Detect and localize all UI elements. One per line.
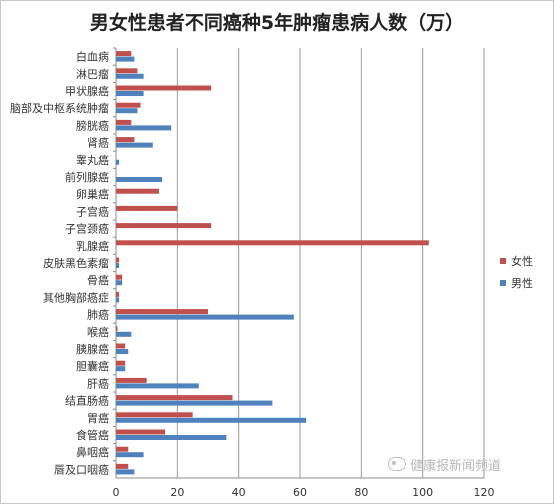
bar-female (116, 309, 208, 315)
bar-female (116, 429, 166, 435)
category-label: 食管癌 (76, 428, 109, 442)
category-label: 皮肤黑色素瘤 (43, 256, 109, 270)
bar-male (116, 469, 135, 475)
category-label: 子宫颈癌 (65, 222, 109, 236)
bar-female (116, 188, 159, 194)
bar-female (116, 291, 120, 297)
bar-female (116, 119, 132, 125)
bar-male (116, 159, 120, 165)
x-tick-label: 0 (113, 486, 120, 499)
category-label: 肺癌 (87, 308, 109, 322)
category-label: 乳腺癌 (76, 239, 109, 253)
bar-male (116, 383, 199, 389)
bar-male (116, 108, 138, 114)
category-label: 白血病 (76, 50, 109, 64)
category-label: 子宫癌 (76, 204, 109, 218)
bar-female (116, 326, 118, 332)
category-label: 唇及口咽癌 (54, 462, 109, 476)
bar-male (116, 142, 153, 148)
category-label: 淋巴瘤 (76, 67, 109, 81)
bar-female (116, 102, 141, 108)
bar-female (116, 343, 126, 349)
bar-female (116, 137, 135, 143)
bar-female (116, 240, 429, 246)
category-label: 肾癌 (87, 136, 109, 150)
watermark-text: 健康报新闻频道 (410, 458, 502, 474)
legend-swatch (500, 258, 506, 264)
category-label: 胆囊癌 (76, 359, 109, 373)
bar-male (116, 297, 120, 303)
legend-label: 男性 (511, 276, 533, 290)
bar-male (116, 91, 144, 96)
legend-label: 女性 (511, 254, 533, 268)
bar-female (116, 395, 233, 401)
category-label: 结直肠癌 (65, 394, 109, 408)
bar-male (116, 280, 123, 286)
bar-female (116, 274, 123, 280)
x-tick-label: 60 (293, 486, 307, 499)
bar-female (116, 51, 132, 57)
watermark: 健康报新闻频道 (388, 452, 548, 476)
x-tick-label: 120 (474, 486, 495, 499)
bar-female (116, 223, 212, 229)
category-label: 喉癌 (87, 325, 109, 339)
bar-male (116, 435, 227, 440)
x-tick-label: 80 (354, 486, 368, 499)
category-label: 前列腺癌 (65, 170, 109, 184)
bar-female (116, 68, 138, 74)
bar-female (116, 446, 129, 452)
category-label: 脑部及中枢系统肿瘤 (10, 101, 109, 115)
x-tick-label: 20 (170, 486, 184, 499)
bar-male (116, 125, 172, 131)
bar-male (116, 452, 144, 458)
chart-title: 男女性患者不同癌种5年肿瘤患病人数（万） (89, 12, 465, 34)
bar-male (116, 56, 135, 62)
category-label: 肝癌 (87, 376, 109, 390)
category-label: 骨癌 (87, 273, 109, 287)
bar-female (116, 205, 178, 211)
bar-female (116, 463, 129, 469)
bar-male (116, 417, 307, 423)
bar-female (116, 412, 193, 418)
bar-female (116, 85, 212, 91)
category-label: 膀胱癌 (76, 118, 109, 132)
bar-male (116, 73, 144, 79)
category-label: 甲状腺癌 (65, 84, 109, 98)
wechat-icon (388, 457, 406, 471)
x-tick-label: 40 (232, 486, 246, 499)
legend-swatch (500, 280, 506, 286)
category-label: 胰腺癌 (76, 342, 109, 356)
bar-female (116, 377, 147, 383)
category-label: 卵巢癌 (76, 187, 109, 201)
bar-male (116, 263, 120, 268)
bar-female (116, 360, 126, 366)
bar-male (116, 177, 162, 182)
category-label: 胃癌 (87, 411, 109, 425)
category-label: 其他胸部癌症 (43, 290, 109, 304)
bar-male (116, 366, 126, 372)
bar-male (116, 400, 273, 406)
category-label: 鼻咽癌 (76, 445, 109, 459)
bar-male (116, 349, 129, 354)
bar-male (116, 331, 132, 337)
x-tick-label: 100 (412, 486, 433, 499)
category-label: 睾丸癌 (76, 153, 109, 167)
bar-female (116, 257, 120, 263)
bar-male (116, 314, 294, 320)
